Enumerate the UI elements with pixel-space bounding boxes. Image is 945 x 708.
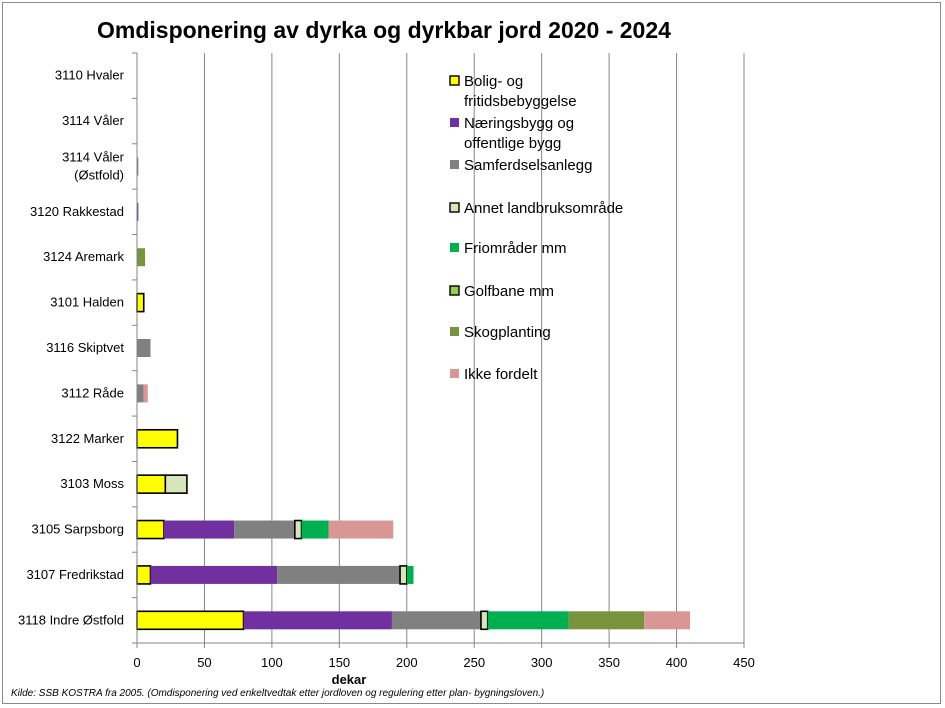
category-label: 3101 Halden — [50, 295, 124, 310]
x-tick-label: 250 — [463, 655, 485, 670]
category-label: 3103 Moss — [60, 476, 124, 491]
x-tick-label: 400 — [666, 655, 688, 670]
bar-segment — [301, 520, 329, 539]
bar-segment — [137, 202, 139, 221]
gridlines — [136, 53, 745, 648]
bar-segment — [243, 611, 392, 630]
bar-segment — [164, 474, 188, 494]
chart-title: Omdisponering av dyrka og dyrkbar jord 2… — [97, 17, 671, 43]
category-label: 3112 Råde — [61, 385, 124, 400]
source-note: Kilde: SSB KOSTRA fra 2005. (Omdisponeri… — [11, 688, 544, 699]
bar-segment — [568, 611, 645, 630]
bar-segment — [137, 339, 151, 357]
legend-label: fritidsbebyggelse — [464, 93, 577, 110]
bar-segment — [644, 611, 691, 630]
bar-segment — [136, 474, 167, 494]
category-label: 3116 Skiptvet — [46, 340, 124, 355]
legend-swatch — [450, 118, 459, 127]
legend-label: Annet landbruksområde — [464, 200, 623, 217]
legend-swatch — [449, 285, 460, 296]
bar-segment — [136, 428, 179, 449]
x-tick-label: 150 — [328, 655, 350, 670]
category-label: 3105 Sarpsborg — [31, 522, 124, 537]
category-label: 3114 Våler — [62, 113, 125, 128]
legend-swatch — [449, 202, 460, 213]
x-axis-label: dekar — [332, 672, 367, 687]
legend-label: Bolig- og — [464, 73, 523, 90]
x-tick-label: 100 — [261, 655, 283, 670]
category-label: 3118 Indre Østfold — [18, 612, 124, 627]
legend-label: Skogplanting — [464, 324, 551, 341]
legend-label: Næringsbygg og — [464, 115, 574, 132]
axes — [132, 52, 744, 644]
legend-label: Samferdselsanlegg — [464, 157, 592, 174]
category-labels: 3110 Hvaler 3114 Våler 3114 Våler (Østfold)… — [18, 68, 125, 628]
legend-swatch — [450, 243, 459, 252]
category-label: 3107 Fredrikstad — [26, 567, 124, 582]
bars — [136, 157, 691, 631]
x-tick-label: 200 — [396, 655, 418, 670]
bar-segment — [234, 520, 295, 539]
bar-segment — [143, 384, 148, 403]
bar-segment — [137, 248, 146, 267]
bar-segment — [136, 610, 245, 631]
legend-swatch — [450, 327, 459, 336]
legend-swatch — [450, 369, 459, 378]
bar-segment — [150, 565, 278, 584]
x-tick-labels: 0 50 100 150 200 250 300 350 400 450 — [133, 655, 754, 670]
bar-segment — [480, 610, 489, 631]
category-label: 3124 Aremark — [43, 249, 124, 264]
category-label: 3110 Hvaler — [55, 68, 125, 83]
bar-segment — [137, 157, 139, 176]
legend-label: Golfbane mm — [464, 283, 554, 300]
legend-label: Ikke fordelt — [464, 366, 538, 383]
legend: Bolig- og fritidsbebyggelse Næringsbygg og… — [449, 73, 623, 383]
category-label: 3114 Våler — [62, 149, 125, 164]
x-tick-label: 50 — [197, 655, 211, 670]
bar-segment — [391, 611, 481, 630]
bar-segment — [136, 519, 165, 540]
category-label: 3120 Rakkestad — [30, 204, 124, 219]
legend-swatch — [449, 75, 460, 86]
x-tick-label: 350 — [598, 655, 620, 670]
bar-segment — [163, 520, 235, 539]
category-label: (Østfold) — [74, 167, 124, 182]
bar-segment — [137, 384, 144, 403]
bar-segment — [277, 565, 401, 584]
x-tick-label: 300 — [531, 655, 553, 670]
legend-swatch — [450, 160, 459, 169]
x-tick-label: 450 — [733, 655, 755, 670]
x-tick-label: 0 — [133, 655, 140, 670]
legend-label: Friområder mm — [464, 240, 567, 257]
bar-segment — [406, 565, 414, 584]
bar-segment — [399, 565, 408, 585]
bar-segment — [136, 565, 152, 585]
bar-segment — [487, 611, 569, 630]
category-label: 3122 Marker — [51, 431, 125, 446]
bar-segment — [294, 519, 303, 540]
bar-segment — [136, 292, 145, 313]
legend-label: offentlige bygg — [464, 135, 561, 152]
bar-segment — [328, 520, 394, 539]
